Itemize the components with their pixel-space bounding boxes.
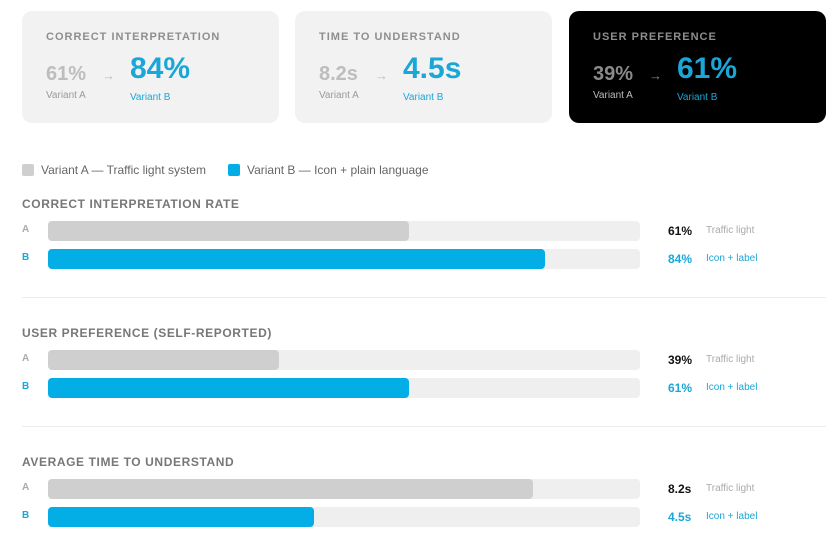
- bar-row-variant-a: A 39% Traffic light: [22, 350, 826, 370]
- bar-fill-b: [48, 378, 410, 398]
- bar-track: [48, 221, 640, 241]
- row-letter-b: B: [22, 381, 30, 392]
- chart-correct-interpretation-rate: CORRECT INTERPRETATION RATE A 61% Traffi…: [22, 197, 826, 277]
- card-correct-interpretation: CORRECT INTERPRETATION 61% Variant A → 8…: [22, 11, 279, 123]
- card-variant-b-value: 84%: [130, 52, 191, 85]
- chart-title: AVERAGE TIME TO UNDERSTAND: [22, 455, 235, 469]
- bar-track: [48, 507, 640, 527]
- legend-swatch-b: [227, 164, 240, 176]
- bar-value-label-b: 4.5s: [668, 510, 692, 524]
- card-user-preference: USER PREFERENCE 39% Variant A → 61% Vari…: [569, 11, 826, 123]
- bar-fill-a: [48, 221, 410, 241]
- bar-row-variant-a: A 61% Traffic light: [22, 221, 826, 241]
- bar-track: [48, 249, 640, 269]
- bar-desc-b: Icon + label: [706, 511, 758, 522]
- card-variant-a-label: Variant A: [593, 90, 633, 101]
- bar-desc-b: Icon + label: [706, 382, 758, 393]
- legend-label-a: Variant A — Traffic light system: [41, 163, 206, 177]
- bar-fill-a: [48, 350, 279, 370]
- card-variant-b-label: Variant B: [677, 92, 718, 103]
- section-divider: [22, 297, 826, 298]
- legend-swatch-a: [22, 164, 34, 176]
- card-variant-a-label: Variant A: [46, 90, 86, 101]
- card-variant-b-value: 61%: [677, 52, 738, 85]
- arrow-right-icon: →: [375, 68, 388, 83]
- bar-row-variant-a: A 8.2s Traffic light: [22, 479, 826, 499]
- summary-cards: CORRECT INTERPRETATION 61% Variant A → 8…: [22, 11, 826, 123]
- bar-fill-a: [48, 479, 534, 499]
- card-title: TIME TO UNDERSTAND: [319, 31, 461, 43]
- card-variant-a-value: 8.2s: [319, 63, 358, 85]
- bar-value-label-a: 8.2s: [668, 482, 692, 496]
- row-letter-a: A: [22, 353, 30, 364]
- chart-user-preference: USER PREFERENCE (SELF-REPORTED) A 39% Tr…: [22, 326, 826, 406]
- arrow-right-icon: →: [649, 68, 662, 83]
- bar-track: [48, 479, 640, 499]
- card-variant-b-value: 4.5s: [403, 52, 462, 85]
- row-letter-a: A: [22, 482, 30, 493]
- bar-desc-a: Traffic light: [706, 354, 755, 365]
- chart-title: USER PREFERENCE (SELF-REPORTED): [22, 326, 272, 340]
- card-variant-a-value: 61%: [46, 63, 87, 85]
- row-letter-b: B: [22, 510, 30, 521]
- bar-desc-a: Traffic light: [706, 483, 755, 494]
- bar-value-label-b: 84%: [668, 252, 693, 266]
- bar-track: [48, 378, 640, 398]
- row-letter-b: B: [22, 252, 30, 263]
- bar-track: [48, 350, 640, 370]
- bar-row-variant-b: B 84% Icon + label: [22, 249, 826, 269]
- bar-desc-a: Traffic light: [706, 225, 755, 236]
- arrow-right-icon: →: [102, 68, 115, 83]
- bar-row-variant-b: B 4.5s Icon + label: [22, 507, 826, 527]
- legend-label-b: Variant B — Icon + plain language: [246, 163, 429, 177]
- card-title: CORRECT INTERPRETATION: [46, 31, 221, 43]
- card-time-to-understand: TIME TO UNDERSTAND 8.2s Variant A → 4.5s…: [295, 11, 552, 123]
- card-variant-a-label: Variant A: [319, 90, 359, 101]
- legend: Variant A — Traffic light system Variant…: [22, 162, 451, 178]
- bar-fill-b: [48, 507, 315, 527]
- row-letter-a: A: [22, 224, 30, 235]
- bar-desc-b: Icon + label: [706, 253, 758, 264]
- bar-value-label-a: 61%: [668, 224, 693, 238]
- card-title: USER PREFERENCE: [593, 31, 717, 43]
- bar-fill-b: [48, 249, 546, 269]
- chart-average-time-to-understand: AVERAGE TIME TO UNDERSTAND A 8.2s Traffi…: [22, 455, 826, 535]
- card-variant-b-label: Variant B: [403, 92, 444, 103]
- bar-row-variant-b: B 61% Icon + label: [22, 378, 826, 398]
- card-variant-a-value: 39%: [593, 63, 634, 85]
- section-divider: [22, 426, 826, 427]
- chart-title: CORRECT INTERPRETATION RATE: [22, 197, 240, 211]
- legend-item-variant-b: Variant B — Icon + plain language: [227, 163, 429, 177]
- bar-value-label-a: 39%: [668, 353, 693, 367]
- card-variant-b-label: Variant B: [130, 92, 171, 103]
- legend-item-variant-a: Variant A — Traffic light system: [22, 163, 206, 177]
- bar-value-label-b: 61%: [668, 381, 693, 395]
